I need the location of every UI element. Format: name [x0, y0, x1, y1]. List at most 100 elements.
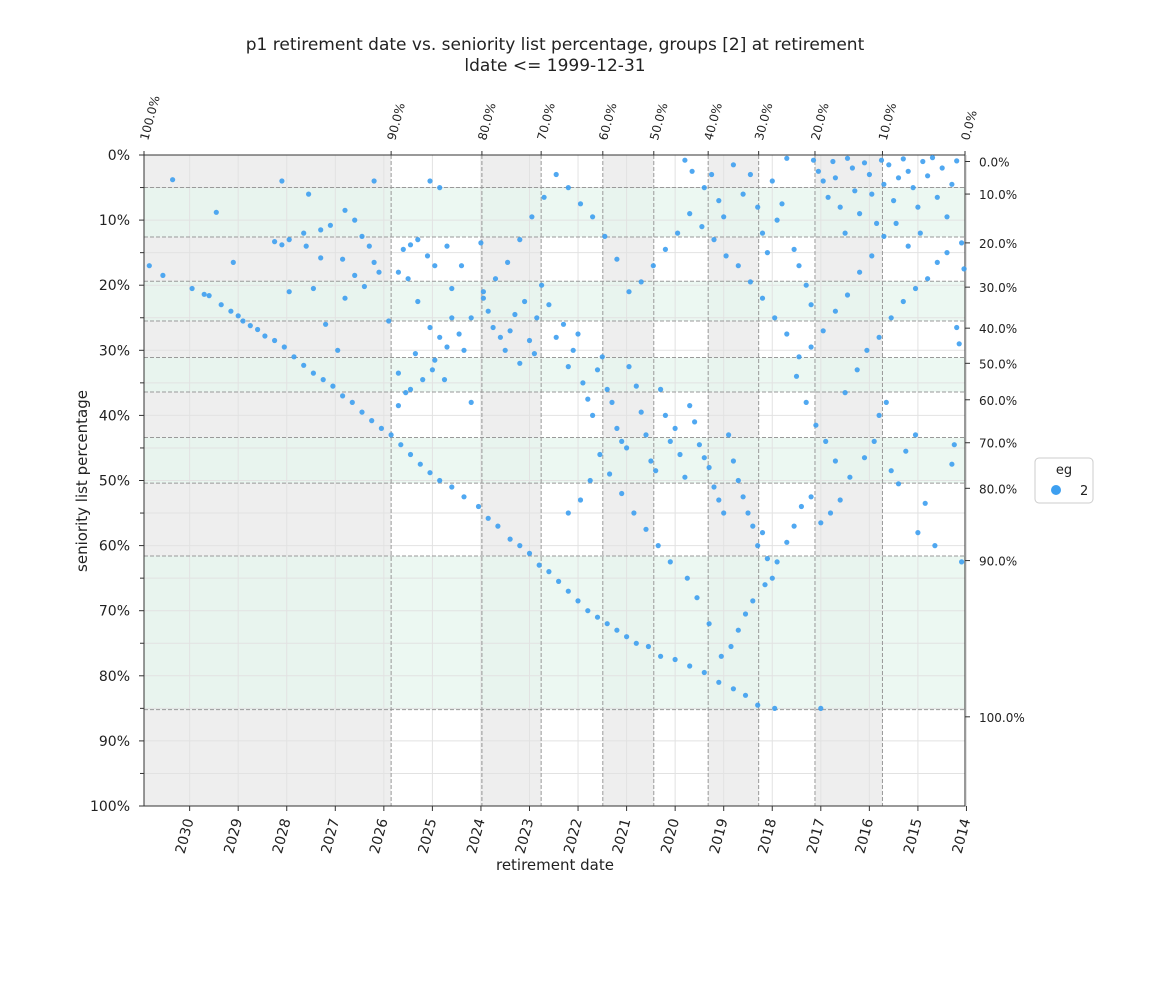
- data-point: [480, 289, 486, 295]
- data-point: [956, 341, 962, 347]
- data-point: [723, 253, 729, 259]
- legend-title: eg: [1056, 463, 1072, 478]
- horizontal-band: [144, 357, 965, 392]
- data-point: [369, 418, 375, 424]
- data-point: [662, 246, 669, 252]
- top-band-label: 0.0%: [958, 109, 979, 142]
- top-band-label: 50.0%: [647, 101, 670, 141]
- data-point: [456, 331, 462, 337]
- data-point: [585, 608, 591, 614]
- data-point: [361, 283, 367, 290]
- data-point: [526, 550, 533, 557]
- data-point: [755, 204, 761, 210]
- data-point: [536, 562, 542, 568]
- data-point: [594, 614, 601, 620]
- data-point: [650, 263, 656, 269]
- data-point: [306, 191, 312, 197]
- top-band-label: 40.0%: [702, 101, 725, 141]
- top-band-label: 30.0%: [752, 101, 775, 141]
- data-point: [949, 461, 955, 467]
- data-point: [420, 377, 426, 383]
- data-point: [721, 510, 727, 516]
- data-point: [587, 477, 593, 484]
- data-point: [745, 510, 751, 516]
- data-point: [349, 399, 355, 405]
- data-point: [230, 259, 236, 265]
- data-point: [255, 326, 261, 333]
- data-point: [818, 520, 824, 526]
- data-point: [228, 308, 234, 314]
- band-boundary-lines: [144, 154, 965, 806]
- data-point: [842, 230, 848, 236]
- top-band-label: 70.0%: [535, 101, 558, 141]
- data-point: [701, 669, 707, 676]
- data-point: [772, 315, 778, 321]
- y-tick-label: 0%: [108, 148, 130, 164]
- data-point: [730, 458, 737, 464]
- data-point: [565, 510, 571, 516]
- data-point: [359, 233, 365, 239]
- x-tick-label: 2030: [173, 817, 198, 856]
- data-point: [310, 285, 316, 292]
- data-point: [310, 370, 316, 376]
- data-point: [876, 334, 882, 340]
- data-point: [437, 334, 443, 340]
- data-point: [417, 461, 423, 467]
- x-tick-label: 2026: [367, 817, 392, 856]
- data-point: [352, 272, 358, 278]
- data-point: [730, 686, 737, 692]
- data-point: [820, 178, 826, 184]
- data-point: [590, 214, 596, 220]
- x-tick-label: 2015: [901, 817, 926, 856]
- data-point: [359, 409, 365, 415]
- data-point: [755, 702, 761, 708]
- data-point: [735, 477, 741, 484]
- data-point: [449, 315, 455, 321]
- data-point: [262, 333, 268, 339]
- data-point: [415, 237, 421, 243]
- y-tick-label: 90%: [99, 734, 130, 750]
- data-point: [432, 357, 438, 363]
- data-point: [497, 334, 503, 340]
- data-point: [624, 445, 630, 451]
- data-point: [735, 263, 741, 269]
- data-point: [565, 364, 571, 370]
- data-point: [429, 367, 435, 373]
- data-point: [910, 185, 916, 191]
- data-point: [655, 543, 661, 549]
- data-point: [682, 474, 688, 480]
- data-point: [577, 201, 584, 207]
- data-point: [784, 331, 790, 337]
- data-point: [837, 204, 843, 210]
- data-point: [327, 222, 333, 228]
- data-point: [825, 194, 831, 200]
- data-point: [791, 246, 797, 252]
- grid-lines: [144, 154, 967, 807]
- data-point: [437, 185, 443, 191]
- data-point: [597, 451, 603, 458]
- data-point: [577, 497, 584, 503]
- top-band-labels: 100.0% 90.0% 80.0% 70.0% 60.0% 50.0% 40.0% 30.0…: [137, 94, 980, 155]
- right-band-label: 40.0%: [979, 322, 1017, 336]
- data-point: [624, 634, 630, 640]
- data-point: [585, 396, 591, 402]
- data-point: [772, 705, 778, 712]
- top-band-label: 100.0%: [137, 94, 162, 142]
- data-point: [869, 253, 875, 259]
- data-point: [798, 503, 805, 510]
- data-point: [468, 399, 474, 405]
- data-point: [900, 156, 906, 162]
- data-point: [638, 279, 644, 285]
- data-point: [400, 246, 406, 252]
- top-band-label: 60.0%: [596, 101, 619, 141]
- data-point: [735, 627, 741, 633]
- data-point: [461, 494, 467, 500]
- x-tick-label: 2019: [707, 817, 732, 856]
- data-point: [539, 282, 545, 288]
- data-point: [648, 458, 654, 464]
- data-point: [687, 403, 693, 409]
- data-point: [764, 556, 771, 562]
- data-point: [750, 523, 756, 529]
- data-point: [424, 253, 431, 259]
